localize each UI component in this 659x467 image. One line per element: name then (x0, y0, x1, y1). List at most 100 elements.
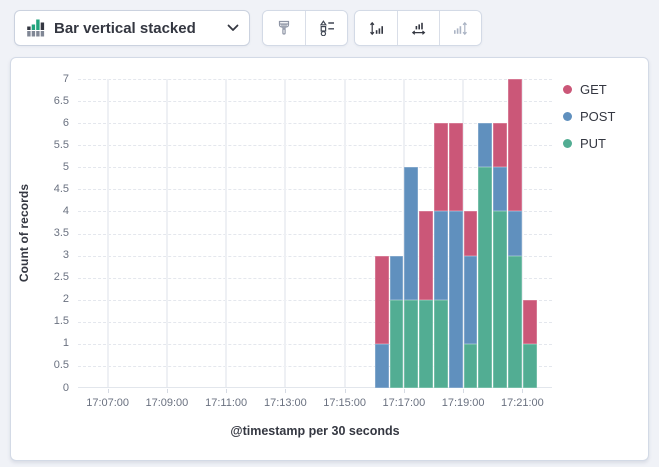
y-gridline (78, 123, 552, 125)
bar-segment[interactable] (419, 299, 433, 388)
x-gridline (521, 79, 524, 387)
axis-button-group (354, 10, 482, 46)
y-tick-label: 6.5 (53, 94, 69, 107)
bar-segment[interactable] (434, 211, 448, 300)
bar-segment[interactable] (404, 299, 419, 388)
chevron-down-icon (227, 24, 239, 32)
plot-area (78, 79, 552, 388)
bar-segment[interactable] (493, 123, 508, 168)
chart-type-label: Bar vertical stacked (54, 19, 196, 37)
bar-segment[interactable] (389, 255, 404, 300)
x-tick-mark (403, 389, 405, 393)
horizontal-axis-icon (410, 20, 427, 37)
chart: Count of records @timestamp per 30 secon… (11, 58, 648, 460)
bar-segment[interactable] (508, 211, 522, 256)
y-tick-label: 4.5 (53, 182, 69, 195)
y-gridline (78, 101, 552, 103)
x-gridline (165, 79, 168, 387)
y-gridline (78, 145, 552, 147)
bar-segment[interactable] (448, 123, 463, 212)
y-gridline (78, 189, 552, 191)
right-axis-icon (452, 20, 469, 37)
x-tick-mark (166, 389, 168, 393)
x-tick-mark (522, 389, 524, 393)
y-gridline (78, 233, 552, 235)
x-tick-mark (226, 389, 228, 393)
x-tick-label: 17:19:00 (441, 397, 485, 409)
visual-options-button[interactable] (263, 11, 305, 45)
legend-dot (563, 85, 572, 94)
x-gridline (284, 79, 287, 387)
legend-dot (563, 139, 572, 148)
x-gridline (343, 79, 346, 387)
y-tick-label: 2.5 (53, 271, 69, 284)
legend-label: GET (580, 82, 607, 97)
legend-dot (563, 112, 572, 121)
bar-segment[interactable] (478, 123, 493, 168)
x-tick-label: 17:17:00 (382, 397, 426, 409)
y-gridline (78, 343, 552, 345)
bar-segment[interactable] (493, 211, 508, 388)
x-tick-label: 17:11:00 (205, 397, 248, 409)
x-axis-title: @timestamp per 30 seconds (230, 424, 400, 438)
bar-segment[interactable] (389, 299, 404, 388)
x-tick-mark (285, 389, 287, 393)
legend-settings-button[interactable] (305, 11, 347, 45)
right-axis-settings-button[interactable] (439, 11, 481, 45)
bar-segment[interactable] (508, 79, 522, 212)
x-tick-label: 17:07:00 (86, 397, 130, 409)
y-tick-label: 1.5 (53, 315, 69, 328)
y-tick-label: 5 (62, 160, 69, 173)
bar-segment[interactable] (522, 343, 537, 388)
legend: GET POST PUT (563, 82, 615, 151)
y-tick-label: 5.5 (53, 138, 69, 151)
y-tick-label: 2 (62, 293, 69, 306)
bar-segment[interactable] (463, 343, 478, 388)
bar-segment[interactable] (434, 299, 448, 388)
bar-segment[interactable] (493, 167, 508, 212)
bar-segment[interactable] (448, 211, 463, 388)
paint-brush-icon (276, 20, 292, 36)
y-tick-label: 4 (62, 204, 69, 217)
y-gridline (78, 167, 552, 169)
chart-type-dropdown[interactable]: Bar vertical stacked (14, 10, 250, 46)
bar-segment[interactable] (374, 255, 389, 344)
bar-segment[interactable] (522, 299, 537, 344)
legend-item[interactable]: GET (563, 82, 615, 97)
y-tick-label: 1 (62, 337, 69, 350)
x-gridline (402, 79, 405, 387)
bar-segment[interactable] (404, 167, 419, 300)
bar-segment[interactable] (434, 123, 448, 212)
bar-segment[interactable] (463, 211, 478, 256)
y-tick-label: 7 (62, 72, 69, 85)
x-gridline (106, 79, 109, 387)
legend-label: PUT (580, 136, 606, 151)
x-tick-label: 17:13:00 (263, 397, 307, 409)
legend-label: POST (580, 109, 616, 124)
y-gridline (78, 321, 552, 323)
shapes-list-icon (319, 20, 335, 36)
x-tick-label: 17:09:00 (145, 397, 189, 409)
y-gridline (78, 277, 552, 279)
legend-item[interactable]: POST (563, 109, 615, 124)
bottom-axis-settings-button[interactable] (397, 11, 439, 45)
vertical-axis-icon (368, 20, 385, 37)
y-tick-label: 0.5 (53, 359, 69, 372)
x-gridline (462, 79, 465, 387)
y-gridline (78, 299, 552, 301)
y-gridline (78, 211, 552, 213)
bar-segment[interactable] (478, 167, 493, 388)
chart-panel: Count of records @timestamp per 30 secon… (10, 57, 649, 461)
x-tick-mark (463, 389, 465, 393)
x-tick-mark (344, 389, 346, 393)
left-axis-settings-button[interactable] (355, 11, 397, 45)
y-tick-label: 0 (62, 381, 69, 394)
bar-segment[interactable] (374, 343, 389, 388)
bar-segment[interactable] (508, 255, 522, 388)
bar-segment[interactable] (419, 211, 433, 300)
style-button-group (262, 10, 348, 46)
x-gridline (225, 79, 228, 387)
y-gridline (78, 79, 552, 80)
legend-item[interactable]: PUT (563, 136, 615, 151)
bar-segment[interactable] (463, 255, 478, 344)
